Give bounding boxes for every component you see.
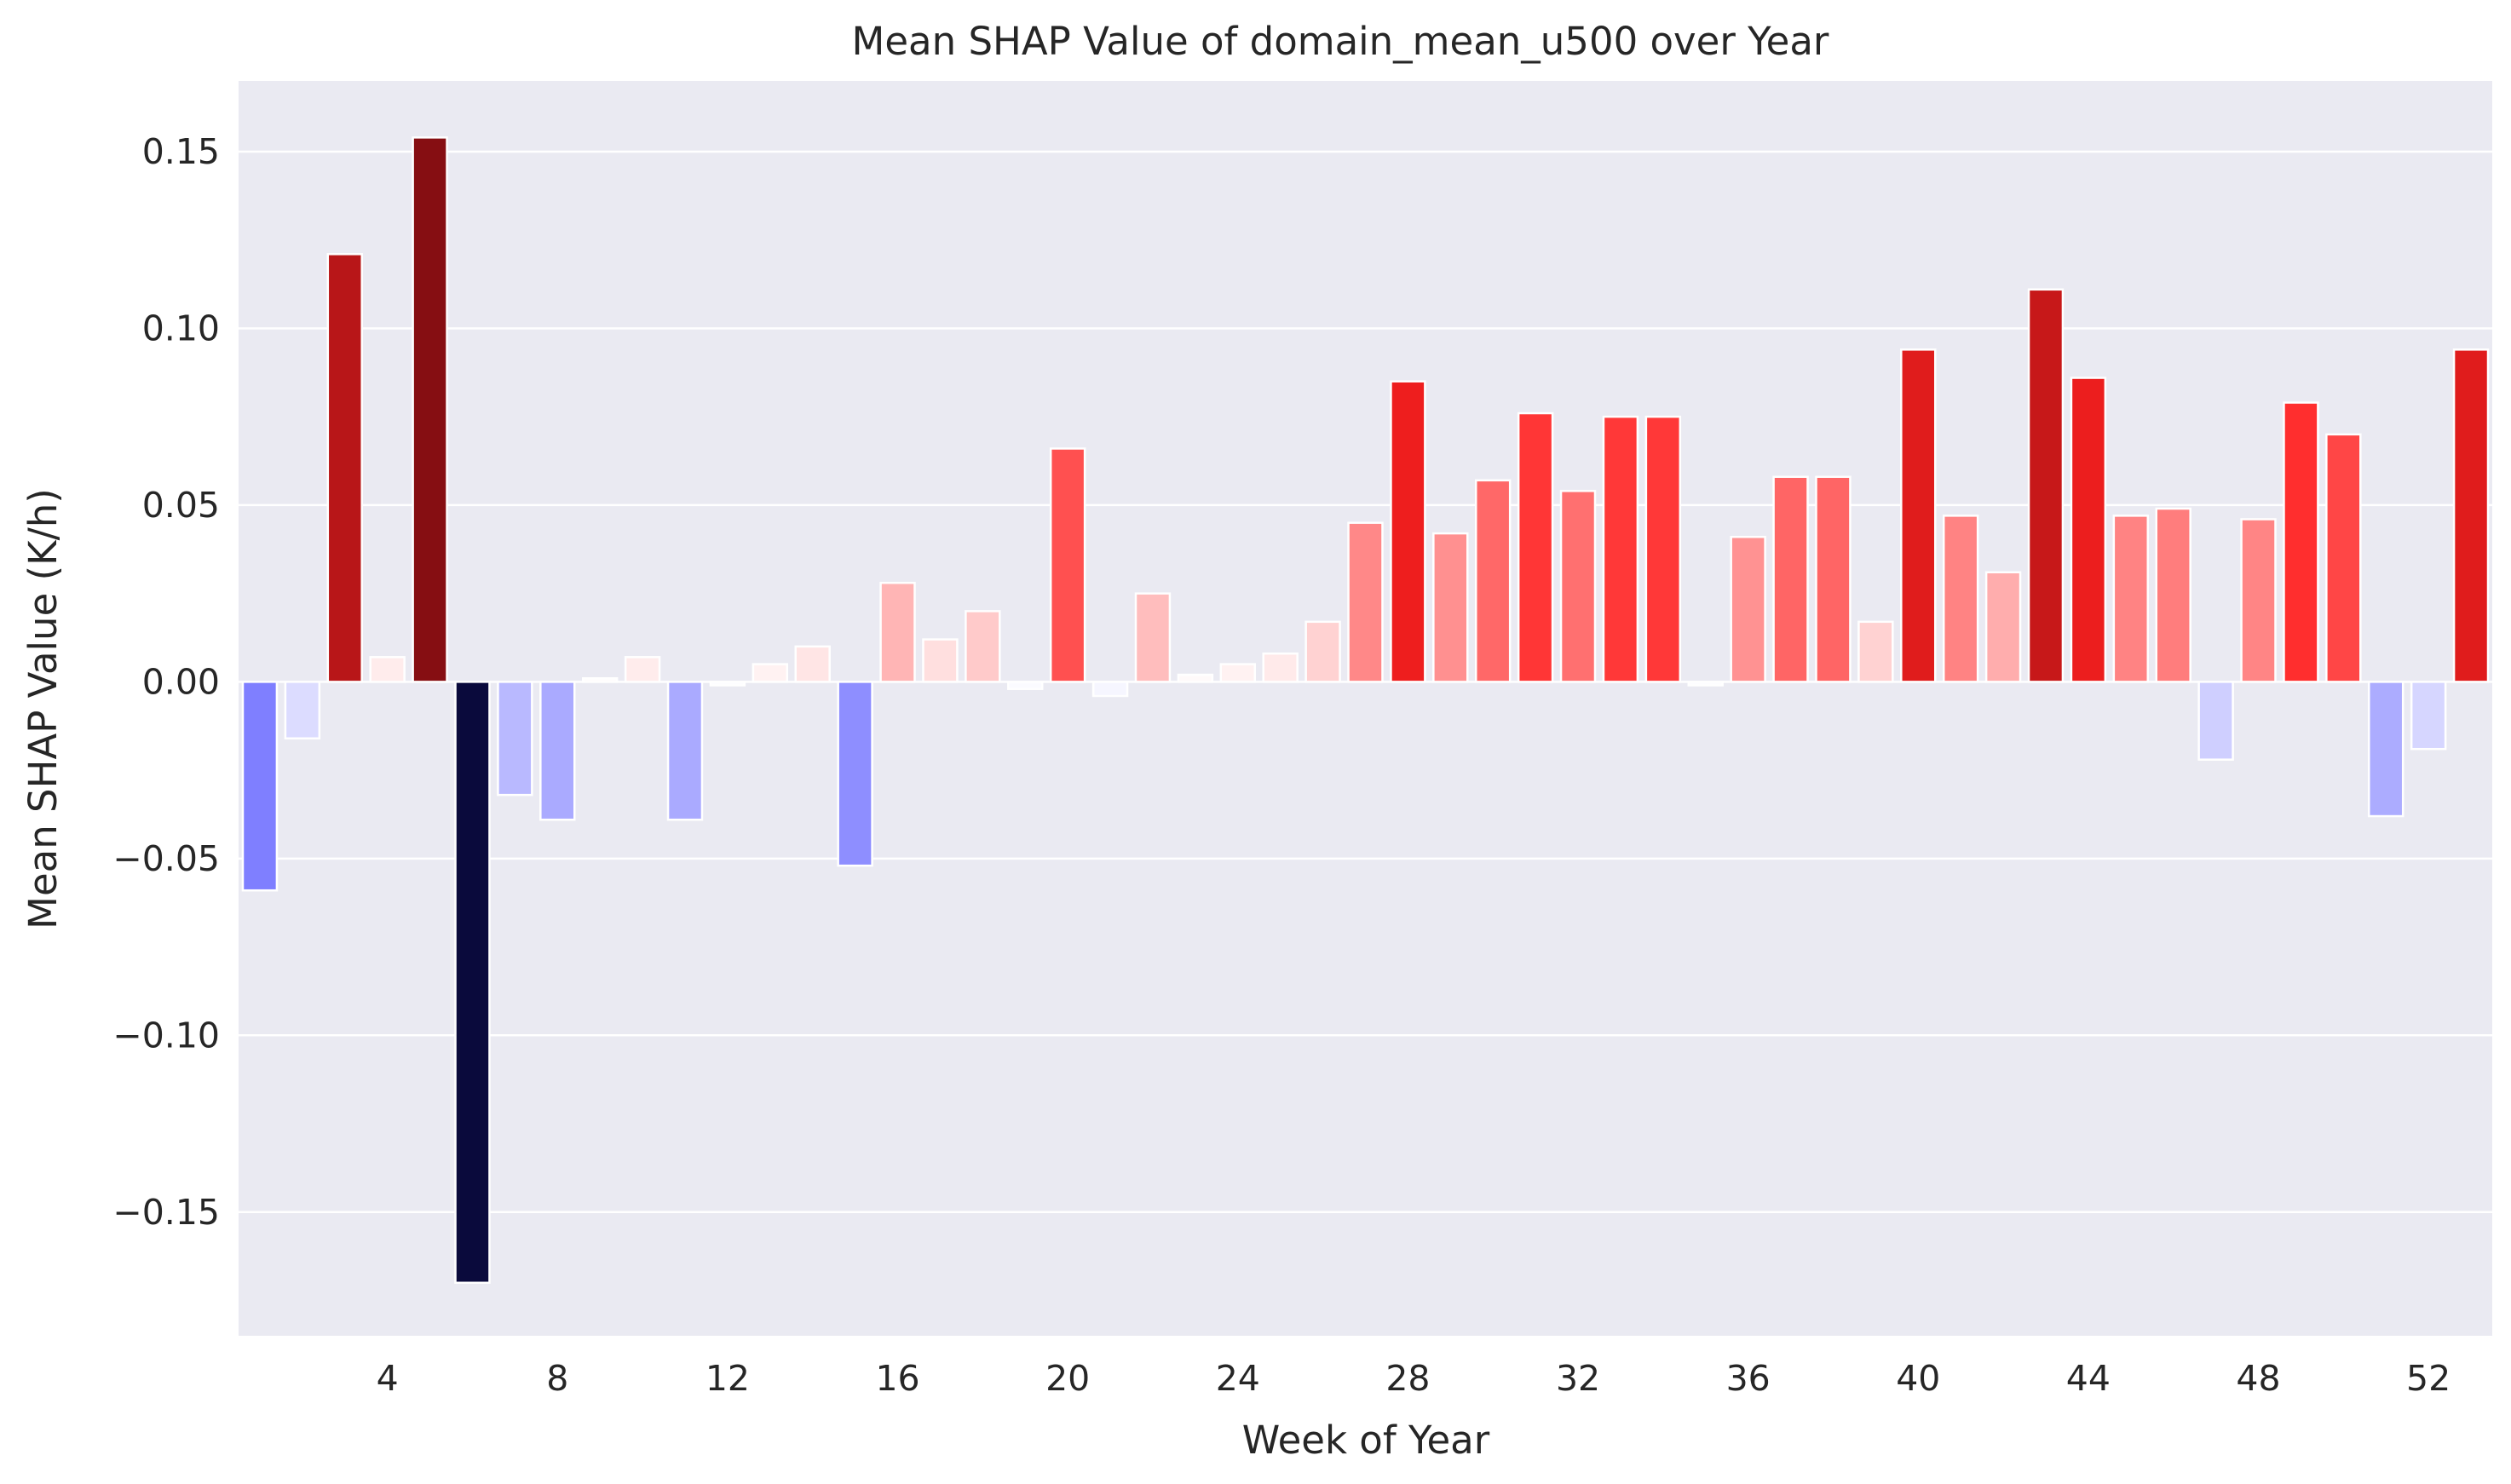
bar-week-45 (2112, 515, 2150, 683)
bar-week-21 (1091, 681, 1129, 698)
x-tick-label: 24 (1216, 1358, 1260, 1399)
bar-week-6 (454, 681, 491, 1285)
bar-week-32 (1559, 490, 1597, 683)
bar-week-47 (2197, 681, 2234, 761)
bar-week-18 (965, 610, 1001, 683)
x-tick-label: 44 (2066, 1358, 2111, 1399)
bar-week-35 (1687, 681, 1724, 687)
bar-week-17 (922, 638, 959, 683)
y-tick-label: −0.15 (112, 1192, 220, 1233)
y-tick-label: 0.00 (142, 661, 220, 702)
bar-week-36 (1730, 536, 1766, 683)
x-tick-label: 52 (2406, 1358, 2451, 1399)
x-tick-label: 40 (1896, 1358, 1940, 1399)
x-tick-label: 4 (377, 1358, 399, 1399)
x-tick-label: 16 (875, 1358, 919, 1399)
x-tick-label: 36 (1726, 1358, 1771, 1399)
bar-week-41 (1942, 515, 1979, 683)
bar-week-3 (326, 253, 363, 683)
bar-week-13 (752, 663, 789, 683)
bar-week-5 (412, 136, 448, 683)
bar-week-38 (1815, 475, 1852, 683)
bar-week-50 (2325, 433, 2362, 683)
bar-week-15 (837, 681, 873, 867)
bars (241, 136, 2490, 1285)
y-tick-label: 0.15 (142, 131, 220, 172)
bar-week-37 (1772, 475, 1809, 683)
bar-week-11 (666, 681, 704, 821)
bar-week-2 (284, 681, 321, 740)
bar-week-49 (2283, 401, 2319, 683)
x-tick-label: 8 (546, 1358, 568, 1399)
bar-week-16 (879, 581, 916, 683)
bar-week-30 (1475, 479, 1512, 683)
bar-week-12 (709, 681, 746, 687)
plot-area (239, 81, 2492, 1336)
bar-week-8 (539, 681, 576, 821)
y-tick-label: 0.10 (142, 308, 220, 348)
x-tick-label: 48 (2236, 1358, 2280, 1399)
bar-week-29 (1432, 532, 1469, 683)
bar-week-25 (1262, 652, 1299, 683)
bar-week-43 (2027, 288, 2065, 683)
bar-week-46 (2155, 507, 2191, 683)
bar-week-23 (1177, 673, 1214, 683)
bar-week-10 (624, 656, 661, 683)
y-tick-label: 0.05 (142, 485, 220, 526)
bar-week-26 (1304, 620, 1341, 683)
bar-week-39 (1857, 620, 1894, 683)
bar-week-19 (1007, 681, 1044, 690)
bar-week-1 (241, 681, 279, 892)
bar-week-9 (581, 676, 619, 683)
y-tick-labels: 0.15 0.10 0.05 0.00 −0.05 −0.10 −0.15 (112, 131, 220, 1233)
x-tick-labels: 4 8 12 16 20 24 28 32 36 40 44 48 52 (377, 1358, 2451, 1399)
x-tick-label: 28 (1385, 1358, 1430, 1399)
bar-week-52 (2410, 681, 2447, 751)
bar-week-51 (2368, 681, 2404, 818)
bar-week-28 (1390, 380, 1426, 683)
bar-week-22 (1134, 592, 1172, 683)
bar-week-40 (1900, 348, 1937, 683)
bar-week-27 (1347, 521, 1384, 683)
x-axis-title: Week of Year (1242, 1418, 1490, 1463)
bar-week-53 (2452, 348, 2490, 683)
y-tick-label: −0.05 (112, 838, 220, 879)
bar-week-31 (1517, 411, 1554, 683)
y-tick-label: −0.10 (112, 1015, 220, 1055)
bar-week-48 (2240, 518, 2277, 683)
bar-week-44 (2070, 377, 2107, 683)
bar-week-34 (1644, 415, 1682, 683)
x-tick-label: 12 (705, 1358, 750, 1399)
x-tick-label: 32 (1556, 1358, 1600, 1399)
bar-week-4 (369, 656, 406, 683)
y-axis-title: Mean SHAP Value (K/h) (20, 488, 66, 929)
bar-week-33 (1602, 415, 1639, 683)
bar-week-24 (1219, 663, 1256, 683)
bar-week-42 (1984, 571, 2022, 683)
chart-title: Mean SHAP Value of domain_mean_u500 over… (852, 19, 1829, 64)
bar-week-14 (794, 645, 831, 683)
bar-week-20 (1049, 447, 1086, 683)
bar-week-7 (497, 681, 533, 797)
x-tick-label: 20 (1045, 1358, 1090, 1399)
